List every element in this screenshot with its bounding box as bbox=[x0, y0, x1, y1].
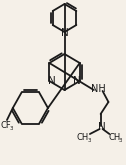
Text: CH: CH bbox=[108, 133, 120, 143]
Text: N: N bbox=[48, 76, 56, 86]
Text: N: N bbox=[73, 76, 81, 86]
Text: 3: 3 bbox=[87, 138, 91, 143]
Text: N: N bbox=[98, 122, 105, 132]
Text: CH: CH bbox=[77, 133, 89, 143]
Text: N: N bbox=[61, 28, 68, 37]
Text: CF: CF bbox=[1, 121, 11, 131]
Text: 3: 3 bbox=[10, 126, 14, 131]
Text: 3: 3 bbox=[118, 138, 122, 143]
Text: NH: NH bbox=[91, 84, 106, 95]
